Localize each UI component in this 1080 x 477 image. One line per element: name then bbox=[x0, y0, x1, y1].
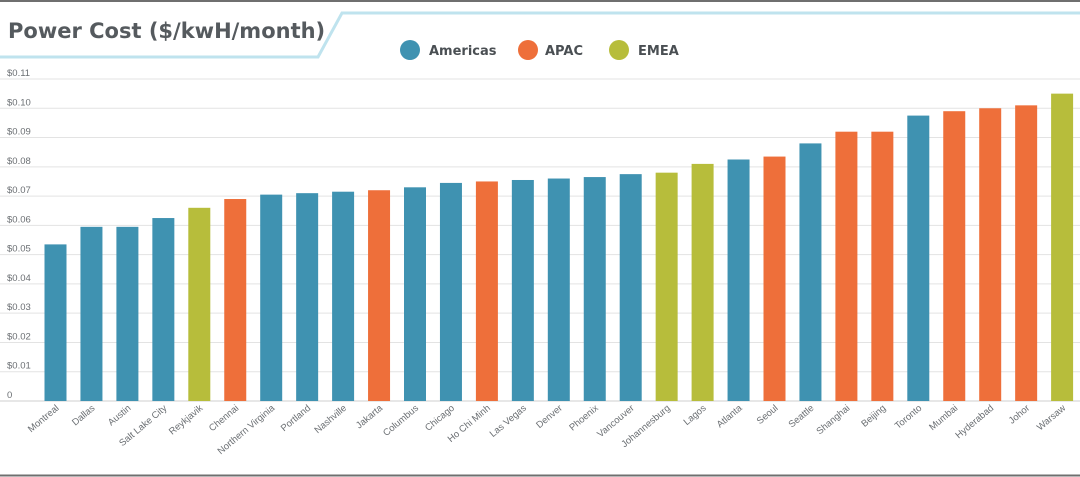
bar-austin bbox=[116, 226, 139, 401]
bar-reykjavik bbox=[188, 207, 211, 401]
legend-item-emea: EMEA bbox=[609, 40, 679, 60]
bar-chennai bbox=[224, 199, 247, 401]
bar-salt-lake-city bbox=[152, 218, 175, 401]
legend-label-apac: APAC bbox=[545, 44, 583, 59]
bar-atlanta bbox=[727, 159, 750, 401]
bar-seoul bbox=[763, 156, 786, 401]
bar-phoenix bbox=[583, 177, 606, 401]
title-banner: Power Cost ($/kwH/month) bbox=[0, 11, 1080, 59]
bar-warsaw bbox=[1051, 93, 1074, 402]
x-tick-label-chennai: Chennai bbox=[207, 403, 241, 434]
y-tick-label: $0.06 bbox=[7, 214, 31, 225]
y-tick-label: $0.02 bbox=[7, 331, 31, 342]
x-tick-label-shanghai: Shanghai bbox=[814, 403, 852, 437]
y-tick-label: $0.11 bbox=[7, 68, 30, 79]
x-tick-label-chicago: Chicago bbox=[423, 403, 457, 434]
x-tick-label-beijing: Beijing bbox=[859, 403, 888, 430]
bar-portland bbox=[296, 193, 319, 401]
legend-label-emea: EMEA bbox=[638, 44, 679, 59]
bar-lagos bbox=[691, 163, 714, 401]
bar-chicago bbox=[439, 182, 462, 401]
x-tick-label-dallas: Dallas bbox=[70, 403, 97, 429]
legend-swatch-emea bbox=[609, 40, 629, 60]
y-tick-label: $0.05 bbox=[7, 244, 31, 255]
x-tick-label-denver: Denver bbox=[534, 403, 565, 431]
chart-title: Power Cost ($/kwH/month) bbox=[8, 19, 325, 43]
x-tick-label-johor: Johor bbox=[1007, 403, 1032, 427]
x-tick-label-lagos: Lagos bbox=[682, 403, 709, 428]
y-tick-label: $0.10 bbox=[7, 97, 31, 108]
gridlines bbox=[0, 78, 1080, 402]
bar-hyderabad bbox=[979, 108, 1002, 401]
x-tick-label-jakarta: Jakarta bbox=[354, 402, 385, 431]
bar-denver bbox=[547, 178, 570, 401]
legend-swatch-apac bbox=[518, 40, 538, 60]
y-tick-label: $0.07 bbox=[7, 185, 31, 196]
bar-ho-chi-minh bbox=[475, 181, 498, 401]
x-tick-label-columbus: Columbus bbox=[381, 403, 421, 439]
title-banner-outline bbox=[0, 11, 1080, 59]
bar-johannesburg bbox=[655, 172, 678, 401]
bar-vancouver bbox=[619, 174, 642, 401]
x-tick-label-atlanta: Atlanta bbox=[715, 402, 745, 430]
x-tick-label-warsaw: Warsaw bbox=[1035, 403, 1068, 433]
y-tick-label: $0.03 bbox=[7, 302, 31, 313]
bar-montreal bbox=[44, 244, 67, 401]
x-tick-label-mumbai: Mumbai bbox=[927, 403, 960, 433]
y-tick-label: 0 bbox=[7, 390, 12, 401]
x-tick-label-seoul: Seoul bbox=[755, 403, 781, 427]
bar-seattle bbox=[799, 143, 822, 401]
bar-toronto bbox=[907, 115, 930, 401]
legend-label-americas: Americas bbox=[429, 44, 497, 59]
x-tick-label-phoenix: Phoenix bbox=[567, 403, 601, 434]
y-tick-label: $0.08 bbox=[7, 156, 31, 167]
x-tick-label-las-vegas: Las Vegas bbox=[488, 403, 529, 440]
x-tick-label-montreal: Montreal bbox=[26, 403, 61, 435]
bar-jakarta bbox=[368, 190, 391, 401]
bar-northern-virginia bbox=[260, 194, 283, 401]
x-tick-label-austin: Austin bbox=[106, 403, 133, 428]
legend: Americas APAC EMEA bbox=[400, 40, 679, 60]
bar-dallas bbox=[80, 226, 103, 401]
bar-nashville bbox=[332, 191, 355, 401]
x-tick-label-hyderabad: Hyderabad bbox=[953, 403, 996, 441]
x-tick-label-reykjavik: Reykjavik bbox=[167, 403, 205, 438]
bar-shanghai bbox=[835, 131, 858, 401]
x-tick-label-toronto: Toronto bbox=[893, 403, 924, 432]
legend-item-americas: Americas bbox=[400, 40, 497, 60]
bar-mumbai bbox=[943, 111, 966, 401]
y-tick-label: $0.01 bbox=[7, 361, 31, 372]
x-tick-label-nashville: Nashville bbox=[312, 403, 349, 436]
y-tick-label: $0.09 bbox=[7, 127, 31, 138]
x-tick-label-portland: Portland bbox=[279, 403, 313, 434]
x-tick-label-seattle: Seattle bbox=[787, 403, 817, 430]
bar-columbus bbox=[404, 187, 426, 401]
bar-johor bbox=[1015, 105, 1038, 401]
y-tick-label: $0.04 bbox=[7, 273, 31, 284]
bars bbox=[44, 93, 1074, 402]
legend-swatch-americas bbox=[400, 40, 420, 60]
bar-las-vegas bbox=[511, 179, 534, 401]
legend-item-apac: APAC bbox=[518, 40, 583, 60]
y-axis-ticks: 0 $0.01 $0.02 $0.03 $0.04 $0.05 $0.06 $0.07 $0.0… bbox=[7, 68, 31, 401]
bar-beijing bbox=[871, 131, 894, 401]
